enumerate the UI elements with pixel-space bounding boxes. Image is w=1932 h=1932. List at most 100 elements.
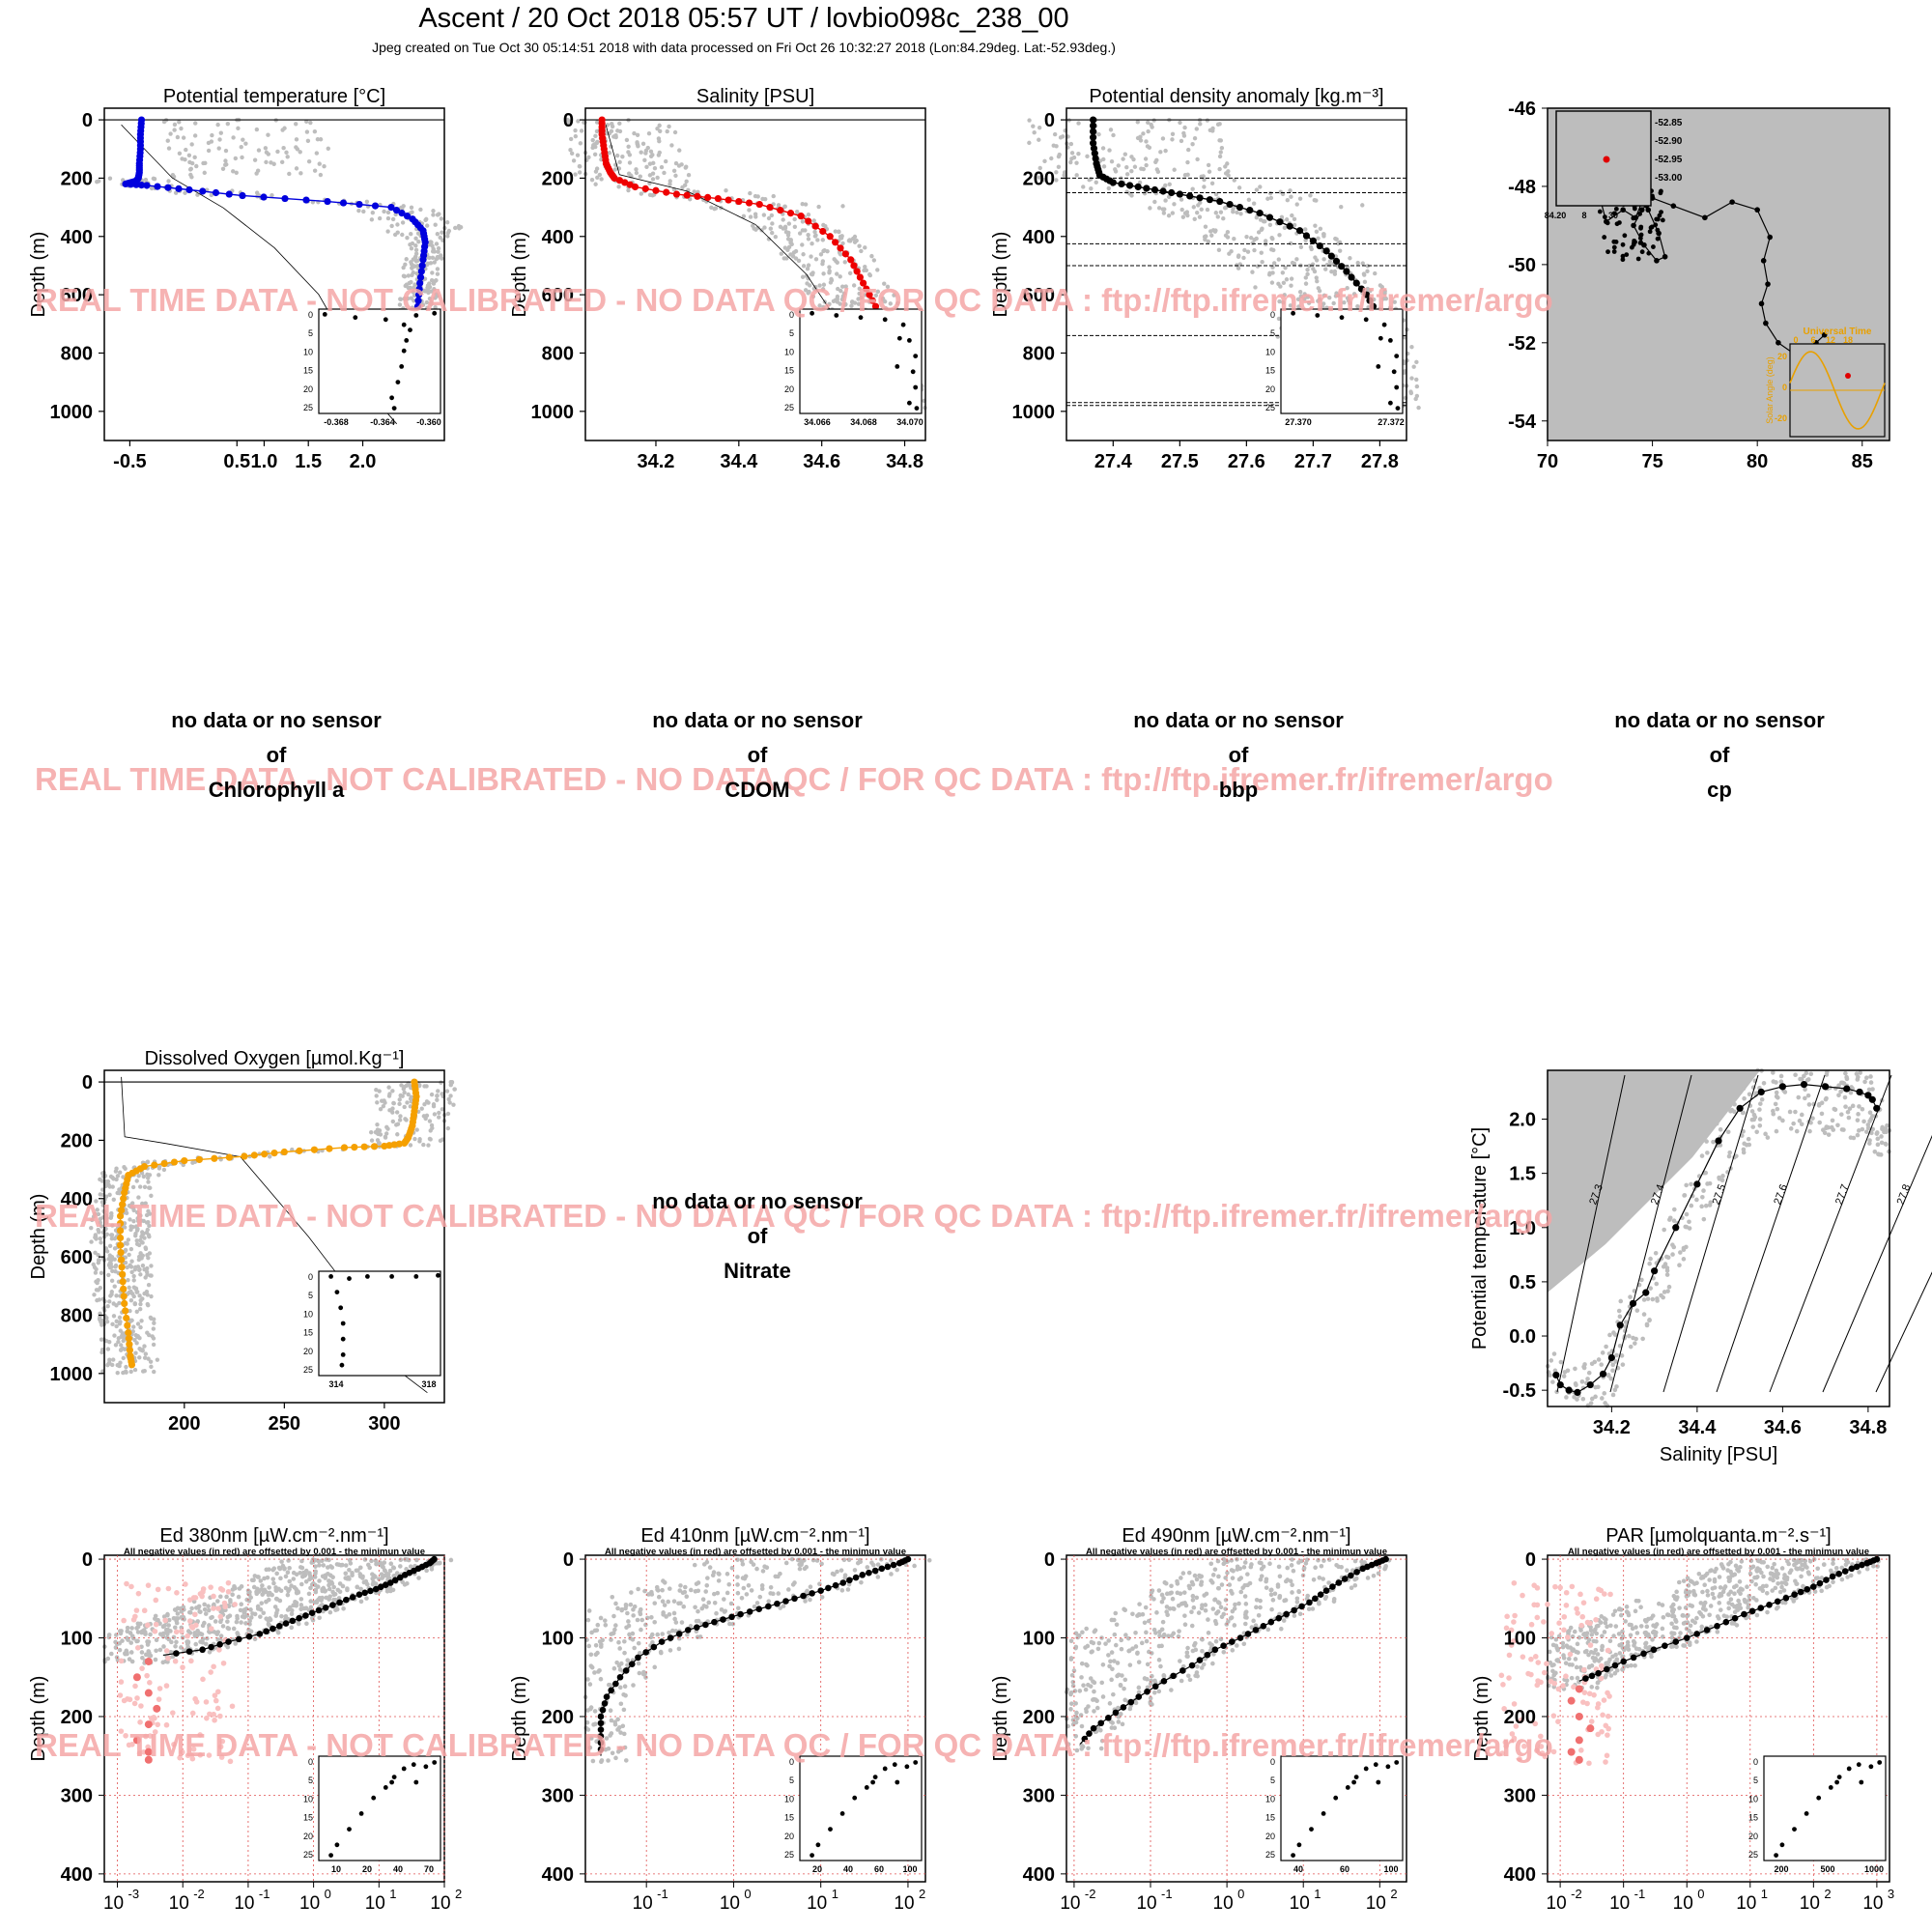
historical-point	[1550, 1379, 1555, 1384]
historical-point	[1339, 204, 1344, 210]
profile-point	[683, 191, 691, 199]
historical-point	[845, 1587, 851, 1592]
historical-point	[1326, 1557, 1332, 1562]
historical-point	[279, 159, 285, 165]
profile-point	[642, 1649, 649, 1656]
negative-historical-point	[208, 1669, 213, 1675]
historical-point	[769, 213, 775, 218]
historical-point	[1610, 1392, 1616, 1398]
historical-point	[1210, 1573, 1216, 1577]
historical-point	[106, 1633, 112, 1637]
historical-point	[865, 1565, 870, 1570]
historical-point	[331, 1592, 337, 1598]
historical-point	[149, 1364, 154, 1370]
historical-point	[1167, 182, 1172, 186]
profile-point	[1856, 1088, 1863, 1096]
historical-point	[1170, 137, 1175, 142]
historical-point	[1687, 1219, 1691, 1225]
historical-point	[1076, 151, 1081, 156]
historical-point	[1267, 190, 1273, 196]
track-point	[1614, 221, 1620, 227]
historical-point	[99, 1240, 103, 1245]
historical-point	[651, 160, 656, 166]
profile-point	[1246, 207, 1254, 214]
profile-point	[116, 1241, 125, 1249]
historical-point	[437, 1115, 441, 1120]
historical-point	[619, 1606, 625, 1612]
historical-point	[1142, 1676, 1148, 1681]
historical-point	[165, 138, 170, 143]
historical-point	[705, 1576, 710, 1580]
track-point	[1631, 222, 1636, 229]
y-tick-label: -50	[1508, 255, 1536, 276]
x-tick-label: 10	[807, 1893, 827, 1914]
historical-point	[1414, 384, 1420, 389]
historical-point	[1662, 1290, 1667, 1294]
historical-point	[1144, 162, 1149, 168]
historical-point	[749, 1588, 754, 1593]
x-tick-exponent: 0	[325, 1887, 331, 1901]
profile-point	[329, 1602, 336, 1608]
historical-point	[578, 141, 583, 146]
historical-point	[806, 276, 810, 281]
historical-point	[202, 1620, 207, 1626]
historical-point	[385, 210, 391, 215]
historical-point	[150, 1334, 155, 1339]
historical-point	[134, 1341, 139, 1346]
historical-point	[611, 1613, 616, 1619]
historical-point	[616, 1639, 621, 1645]
historical-point	[586, 1608, 592, 1613]
historical-point	[147, 1185, 152, 1190]
historical-point	[1628, 1294, 1633, 1299]
historical-point	[151, 1326, 156, 1331]
historical-point	[1178, 1659, 1182, 1663]
negative-historical-point	[165, 1655, 171, 1662]
historical-point	[749, 1559, 753, 1565]
profile-point	[245, 1633, 253, 1640]
historical-point	[107, 176, 113, 181]
profile-point	[270, 1625, 276, 1633]
profile-point	[117, 1248, 125, 1257]
historical-point	[615, 1605, 620, 1611]
historical-point	[294, 145, 298, 150]
historical-point	[1158, 150, 1163, 155]
historical-point	[1647, 1261, 1652, 1266]
inset-point	[913, 384, 919, 390]
historical-point	[138, 1348, 144, 1352]
historical-point	[125, 1625, 130, 1631]
historical-point	[1218, 138, 1224, 143]
y-tick-label: 200	[542, 1707, 574, 1728]
historical-point	[892, 293, 896, 298]
historical-point	[655, 175, 660, 181]
historical-point	[403, 262, 408, 268]
historical-point	[889, 1572, 894, 1577]
historical-point	[1252, 238, 1257, 242]
historical-point	[631, 1613, 636, 1618]
track-point	[1654, 258, 1660, 264]
x-tick-label: 10	[894, 1893, 914, 1914]
historical-point	[821, 271, 826, 276]
historical-point	[770, 221, 775, 226]
x-tick-label: -0.5	[113, 451, 146, 472]
isopycnal-line	[1822, 1134, 1932, 1393]
historical-point	[810, 1557, 816, 1563]
historical-point	[650, 177, 656, 182]
profile-point	[866, 1569, 872, 1577]
inset-y-tick-label: 20	[303, 1347, 313, 1356]
historical-point	[750, 223, 755, 228]
negative-historical-point	[217, 1585, 224, 1592]
historical-point	[776, 203, 781, 208]
historical-point	[1238, 1589, 1244, 1595]
historical-point	[709, 205, 714, 211]
historical-point	[735, 1590, 741, 1596]
historical-point	[710, 1573, 716, 1578]
profile-point	[225, 190, 233, 198]
historical-point	[368, 1129, 374, 1135]
historical-point	[669, 143, 674, 148]
historical-point	[248, 1607, 253, 1612]
historical-point	[592, 1709, 598, 1714]
profile-point	[418, 262, 426, 270]
historical-point	[1659, 1293, 1663, 1298]
historical-point	[109, 1278, 115, 1284]
historical-point	[1311, 267, 1316, 271]
